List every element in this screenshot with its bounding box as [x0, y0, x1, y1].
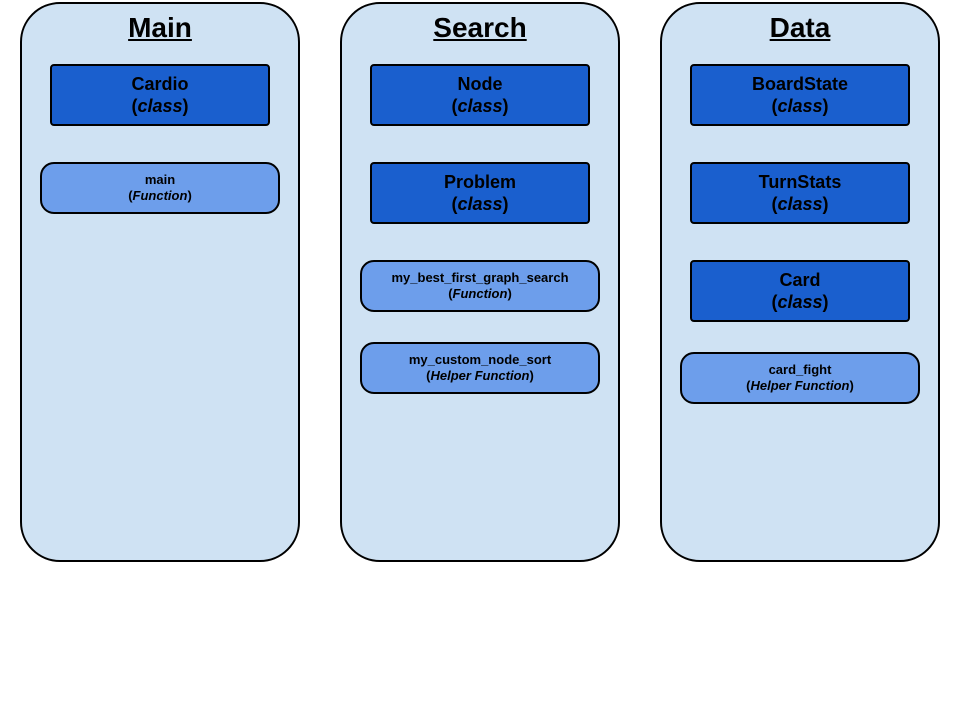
item-type: (Helper Function): [362, 368, 598, 384]
helper-box-card-fight: card_fight(Helper Function): [680, 352, 920, 404]
item-type: (class): [692, 291, 908, 314]
item-type: (class): [372, 95, 588, 118]
module-items-data: BoardState(class)TurnStats(class)Card(cl…: [662, 64, 938, 404]
item-type: (Helper Function): [682, 378, 918, 394]
item-type: (Function): [42, 188, 278, 204]
item-name: main: [42, 172, 278, 188]
module-search: SearchNode(class)Problem(class)my_best_f…: [340, 2, 620, 562]
module-title-main: Main: [22, 12, 298, 44]
item-type: (class): [52, 95, 268, 118]
module-title-data: Data: [662, 12, 938, 44]
diagram-canvas: MainCardio(class)main(Function)SearchNod…: [0, 0, 960, 720]
item-name: card_fight: [682, 362, 918, 378]
item-type: (Function): [362, 286, 598, 302]
class-box-BoardState: BoardState(class): [690, 64, 910, 126]
helper-box-my-custom-node-sort: my_custom_node_sort(Helper Function): [360, 342, 600, 394]
item-name: Card: [692, 269, 908, 292]
item-name: Cardio: [52, 73, 268, 96]
module-items-search: Node(class)Problem(class)my_best_first_g…: [342, 64, 618, 394]
item-name: my_best_first_graph_search: [362, 270, 598, 286]
module-main: Main Cardio(class) main(Function): [20, 2, 300, 562]
class-box-Problem: Problem(class): [370, 162, 590, 224]
item-name: TurnStats: [692, 171, 908, 194]
item-name: BoardState: [692, 73, 908, 96]
function-box-my-best-first-graph-search: my_best_first_graph_search(Function): [360, 260, 600, 312]
class-box-Cardio: Cardio(class): [50, 64, 270, 126]
module-items-main: Cardio(class) main(Function): [22, 64, 298, 214]
item-type: (class): [372, 193, 588, 216]
class-box-Node: Node(class): [370, 64, 590, 126]
class-box-Card: Card(class): [690, 260, 910, 322]
item-type: (class): [692, 95, 908, 118]
class-box-TurnStats: TurnStats(class): [690, 162, 910, 224]
item-type: (class): [692, 193, 908, 216]
item-name: my_custom_node_sort: [362, 352, 598, 368]
module-data: DataBoardState(class)TurnStats(class)Car…: [660, 2, 940, 562]
function-box-main: main(Function): [40, 162, 280, 214]
item-name: Problem: [372, 171, 588, 194]
module-title-search: Search: [342, 12, 618, 44]
item-name: Node: [372, 73, 588, 96]
